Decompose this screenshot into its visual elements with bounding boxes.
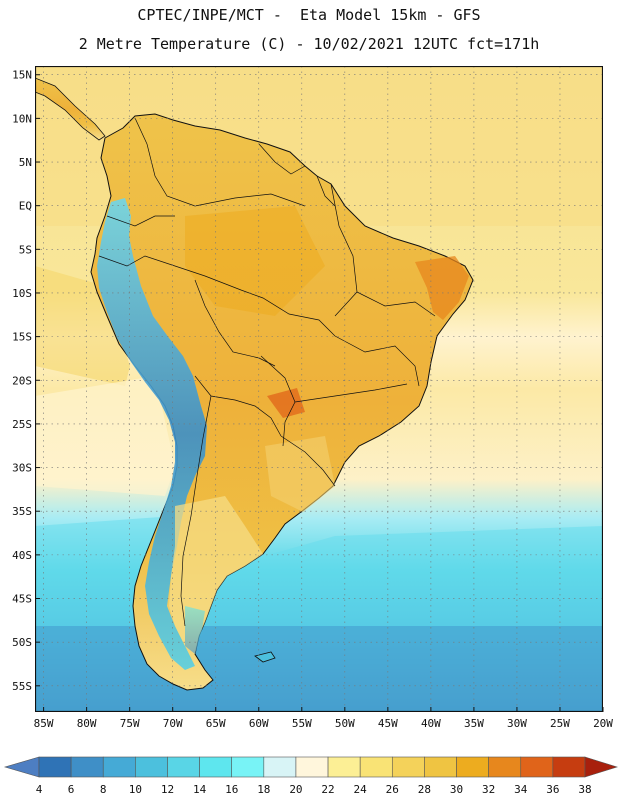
colorbar-label: 14 [192,783,207,796]
colorbar-segment [488,756,522,778]
latitude-label: 40S [12,549,32,562]
latitude-label: 55S [12,680,32,693]
colorbar-segment [520,756,554,778]
falkland-islands [254,651,276,663]
latitude-label: 5S [19,243,32,256]
colorbar-label: 34 [514,783,528,796]
colorbar-label: 38 [578,783,592,796]
latitude-label: 5N [19,156,32,169]
colorbar-segment [231,756,265,778]
map-title-line-2: 2 Metre Temperature (C) - 10/02/2021 12U… [78,35,540,53]
andes-cold-strip [97,198,207,670]
latitude-label: EQ [19,200,32,213]
colorbar-segment [102,756,136,778]
colorbar-high-arrow [584,756,618,778]
colorbar-label: 6 [67,783,75,796]
southern-brazil-mild-area [265,436,335,512]
longitude-label: 75W [120,717,140,730]
colorbar-segment [295,756,329,778]
longitude-label: 30W [507,717,527,730]
longitude-label: 85W [34,717,54,730]
northeast-brazil-hot-spot [415,256,469,320]
colorbar-label: 10 [128,783,142,796]
longitude-label: 45W [378,717,398,730]
longitude-label: 20W [593,717,613,730]
latitude-label: 10S [12,287,32,300]
colorbar-label: 22 [321,783,335,796]
longitude-label: 55W [292,717,312,730]
colorbar-label: 28 [417,783,432,796]
colorbar-label: 24 [353,783,367,796]
colorbar-label: 8 [99,783,107,796]
central-america [35,77,106,141]
colorbar-low-arrow [3,756,40,778]
longitude-label: 80W [77,717,97,730]
colorbar-segment [327,756,361,778]
longitude-label: 50W [335,717,355,730]
colorbar-segment [135,756,168,778]
colorbar-label: 26 [385,783,399,796]
colorbar-segment [38,756,72,778]
colorbar-label: 36 [546,783,560,796]
latitude-label: 10N [12,112,32,125]
colorbar-label: 16 [225,783,239,796]
latitude-label: 15N [12,69,32,82]
longitude-label: 25W [550,717,570,730]
temperature-map [35,66,603,712]
latitude-label: 20S [12,374,32,387]
pacific-cool-band [35,376,175,496]
colorbar-segment [70,756,104,778]
colorbar-label: 12 [160,783,175,796]
colorbar-segment [263,756,297,778]
colorbar-segment [167,756,200,778]
map-title-line-1: CPTEC/INPE/MCT - Eta Model 15km - GFS [137,6,481,24]
amazon-warm-area [185,206,325,316]
latitude-label: 35S [12,505,32,518]
latitude-label: 25S [12,418,32,431]
colorbar-label: 20 [289,783,303,796]
colorbar-segment [456,756,489,778]
colorbar-label: 30 [449,783,464,796]
colorbar-segment [391,756,425,778]
colorbar-label: 4 [35,783,43,796]
longitude-label: 65W [206,717,226,730]
longitude-label: 35W [464,717,484,730]
map-border [35,66,603,712]
longitude-label: 70W [163,717,183,730]
colorbar-segment [199,756,233,778]
graticule [35,66,603,712]
paraguay-hot-spot [267,388,305,418]
longitude-label: 40W [421,717,441,730]
colorbar-segment [359,756,393,778]
country-borders [98,117,436,627]
map-panel [35,66,603,712]
longitude-label: 60W [249,717,269,730]
colorbar-segment [552,756,586,778]
colorbar-segment [424,756,457,778]
latitude-label: 15S [12,331,32,344]
colorbar-label: 18 [257,783,271,796]
latitude-label: 45S [12,593,32,606]
southern-colder-water [35,626,603,712]
latitude-label: 30S [12,462,32,475]
colorbar-label: 32 [482,783,496,796]
latitude-label: 50S [12,636,32,649]
